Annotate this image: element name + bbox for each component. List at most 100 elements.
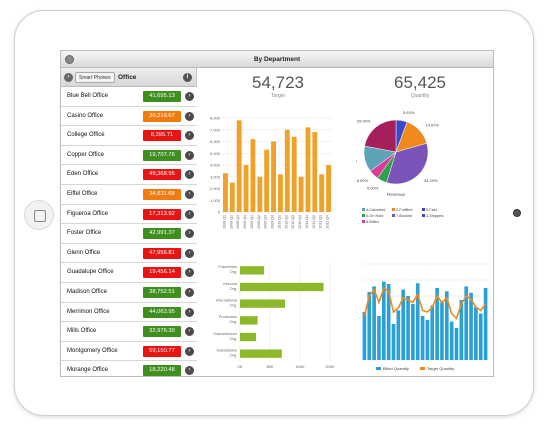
office-row[interactable]: Mills Office 32,976.30 › [61, 322, 197, 342]
office-row[interactable]: College Office 8,395.71 › [61, 126, 197, 146]
bar [367, 292, 372, 360]
x-tick-label: 2011 Q1 [305, 215, 309, 229]
y-tick-label: Production [219, 315, 237, 319]
office-row[interactable]: Madison Office 38,752.51 › [61, 282, 197, 303]
chevron-right-icon[interactable]: › [185, 287, 194, 297]
office-row[interactable]: Figueroa Office 17,313.92 › [61, 204, 197, 225]
office-row[interactable]: Guadalupe Office 19,456.14 › [61, 263, 197, 283]
y-tick-label: Org. [230, 320, 237, 324]
bar [469, 292, 473, 360]
breadcrumb: ‹ Smart Phones Office i [61, 68, 196, 87]
quantity-combo-chart: Billed Quantity Target Quantity [362, 263, 488, 371]
breadcrumb-previous-button[interactable]: Smart Phones [75, 72, 115, 83]
legend-swatch [362, 208, 365, 211]
kpi-quantity: 65,425 Quantity [380, 73, 460, 99]
chevron-right-icon[interactable]: › [185, 170, 194, 180]
chevron-right-icon[interactable]: › [185, 248, 194, 258]
bar [454, 328, 459, 360]
back-arrow-icon[interactable]: ‹ [64, 73, 73, 82]
kpi-target: 54,723 Target [238, 73, 318, 99]
office-row[interactable]: Montgomery Office 59,150.77 › [61, 341, 197, 362]
office-value-badge: 32,976.30 [143, 326, 181, 338]
office-name: Morange Office [67, 367, 108, 374]
chevron-right-icon[interactable]: › [185, 150, 194, 160]
bar [386, 284, 391, 360]
office-name: Figueroa Office [67, 210, 108, 217]
x-tick-label: 2011 Q2 [312, 215, 316, 229]
chevron-right-icon[interactable]: › [185, 92, 194, 101]
chevron-right-icon[interactable]: › [185, 366, 194, 376]
office-row[interactable]: Glenn Office 47,956.81 › [61, 243, 197, 264]
legend-swatch [420, 367, 425, 370]
bar [305, 127, 311, 212]
chevron-right-icon[interactable]: › [185, 189, 194, 199]
chevron-right-icon[interactable]: › [185, 268, 194, 278]
sidebar: ‹ Smart Phones Office i Blue Bell Office… [61, 68, 197, 376]
bar [284, 129, 290, 212]
bar [440, 302, 444, 360]
legend-label: 7-Booked [396, 214, 412, 218]
y-tick-label: Subcontractor [213, 332, 237, 336]
y-tick-label: 2,000 [210, 186, 221, 191]
slice-label: 5.00% [367, 185, 379, 190]
kpi-quantity-label: Quantity [410, 93, 430, 99]
slice-label: 5.63% [403, 110, 415, 115]
x-tick-label: 2010 Q1 [277, 215, 281, 229]
office-row[interactable]: Morange Office 18,220.48 › [61, 361, 197, 376]
office-value-badge: 8,395.71 [143, 130, 181, 142]
bar [478, 313, 483, 360]
office-row[interactable]: Casino Office 30,219.67 › [61, 106, 197, 127]
bar [415, 283, 420, 360]
x-tick-label: 2011 Q4 [326, 215, 330, 229]
x-tick-label: 2008 Q3 [236, 215, 240, 229]
slice-label: 14.97% [425, 122, 439, 127]
legend-swatch [362, 220, 365, 223]
bar [425, 320, 430, 360]
legend-swatch [422, 208, 425, 211]
chevron-right-icon[interactable]: › [185, 346, 194, 356]
chevron-right-icon[interactable]: › [185, 307, 194, 317]
office-row[interactable]: Copper Office 19,707.76 › [61, 145, 197, 166]
office-row[interactable]: Eden Office 49,368.95 › [61, 165, 197, 185]
office-name: Guadalupe Office [67, 269, 114, 276]
target-line [363, 286, 487, 320]
y-tick-label: 3,000 [210, 174, 221, 179]
x-tick-label: 2009 Q2 [257, 215, 261, 229]
bar [319, 174, 325, 212]
x-tick-label: 160K [295, 364, 305, 369]
y-tick-label: International [216, 299, 237, 303]
chevron-right-icon[interactable]: › [185, 209, 194, 219]
pie-slice [386, 142, 429, 185]
bar [406, 296, 410, 360]
chevron-right-icon[interactable]: › [185, 327, 194, 337]
chevron-right-icon[interactable]: › [185, 111, 194, 121]
office-name: College Office [67, 132, 105, 139]
office-row[interactable]: Eiffel Office 34,611.68 › [61, 184, 197, 205]
bar [312, 132, 318, 212]
bar [435, 288, 439, 360]
dashboard: 54,723 Target 65,425 Quantity 0 1,000 2,00… [198, 68, 493, 376]
office-row[interactable]: Foster Office 42,991.37 › [61, 224, 197, 244]
bar [291, 136, 297, 212]
y-tick-label: 8,000 [210, 116, 221, 121]
app-screen: By Department ‹ Smart Phones Office i Bl… [60, 50, 494, 377]
office-value-badge: 30,219.67 [143, 110, 181, 122]
chevron-right-icon[interactable]: › [185, 131, 194, 141]
bar [236, 120, 242, 212]
home-button[interactable] [24, 200, 54, 230]
chevron-right-icon[interactable]: › [185, 229, 194, 239]
legend-label: 5-Fast [426, 208, 438, 212]
legend-label: Target Quantity [427, 366, 454, 371]
x-tick-label: 2010 Q3 [291, 215, 295, 229]
x-tick-label: 2009 Q1 [250, 215, 254, 229]
office-row[interactable]: Blue Bell Office 41,695.13 › [61, 87, 197, 107]
menu-icon[interactable] [65, 55, 74, 64]
office-row[interactable]: Merrimon Office 44,063.95 › [61, 302, 197, 323]
legend-swatch [392, 208, 395, 211]
revenue-pie-chart: 5.63% 14.97% 34.20% 5.00% 5.00% 13.16% 25.00% R… [356, 110, 443, 224]
legend-label: 8-Billed [366, 220, 379, 224]
legend-label: Billed Quantity [383, 366, 409, 371]
bar [240, 316, 258, 325]
bar [240, 299, 285, 308]
info-icon[interactable]: i [183, 73, 192, 82]
